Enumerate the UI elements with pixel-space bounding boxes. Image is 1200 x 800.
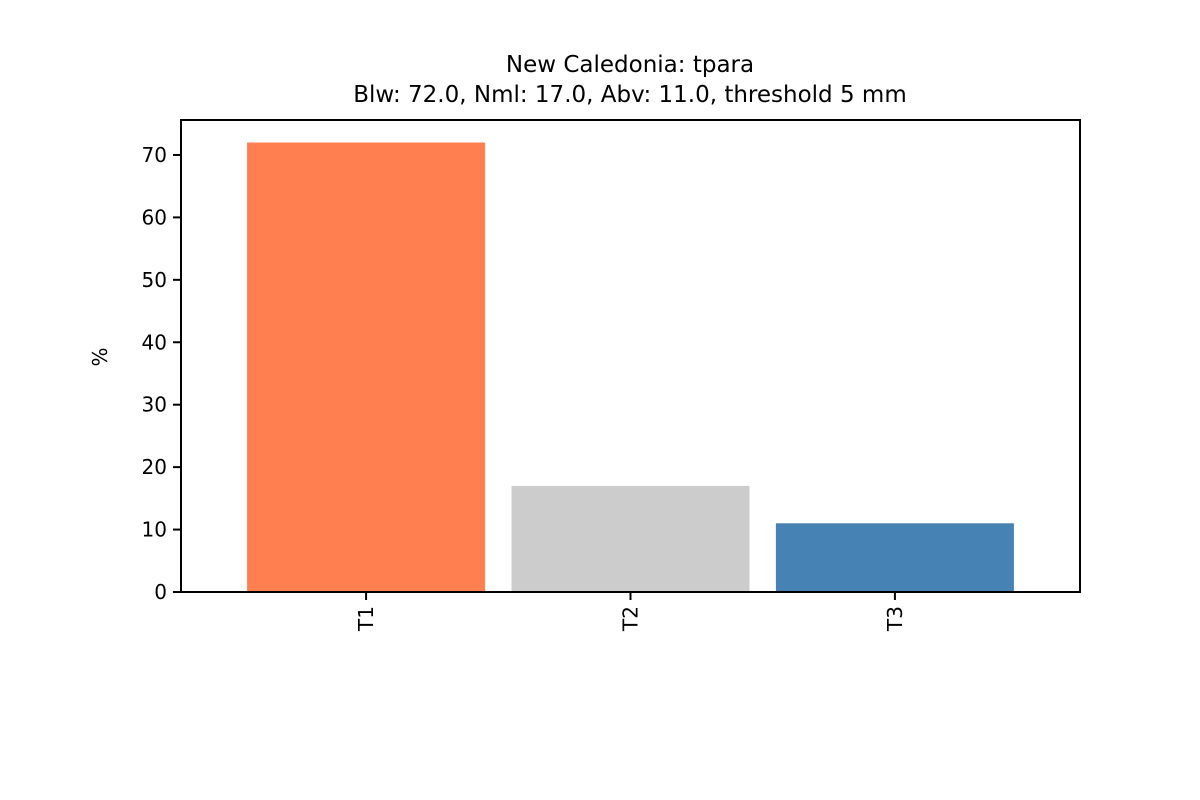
y-tick-label: 30	[142, 393, 167, 417]
bar-t3	[775, 523, 1014, 592]
y-tick-label: 70	[142, 143, 167, 167]
bar-t1	[247, 142, 486, 592]
chart-title: New Caledonia: tpara	[506, 52, 754, 78]
y-axis-label: %	[88, 347, 112, 366]
y-tick-label: 10	[142, 518, 167, 542]
plot-area: 0 10 20 30 40 50 60 70 T1 T2 T3	[142, 119, 1081, 632]
x-tick-label: T1	[354, 606, 378, 632]
axes-frame	[180, 119, 1081, 593]
y-tick-label: 20	[142, 455, 167, 479]
x-axis-ticks: T1 T2 T3	[354, 592, 907, 632]
chart-subtitle: Blw: 72.0, Nml: 17.0, Abv: 11.0, thresho…	[353, 82, 906, 108]
y-axis-ticks: 0 10 20 30 40 50 60 70	[142, 143, 181, 604]
y-tick-label: 40	[142, 330, 167, 354]
bars-group	[247, 142, 1014, 592]
x-tick-label: T3	[883, 606, 907, 632]
bar-t2	[511, 485, 750, 592]
y-tick-label: 60	[142, 205, 167, 229]
y-tick-label: 50	[142, 268, 167, 292]
x-tick-label: T2	[619, 606, 643, 632]
y-tick-label: 0	[154, 580, 167, 604]
